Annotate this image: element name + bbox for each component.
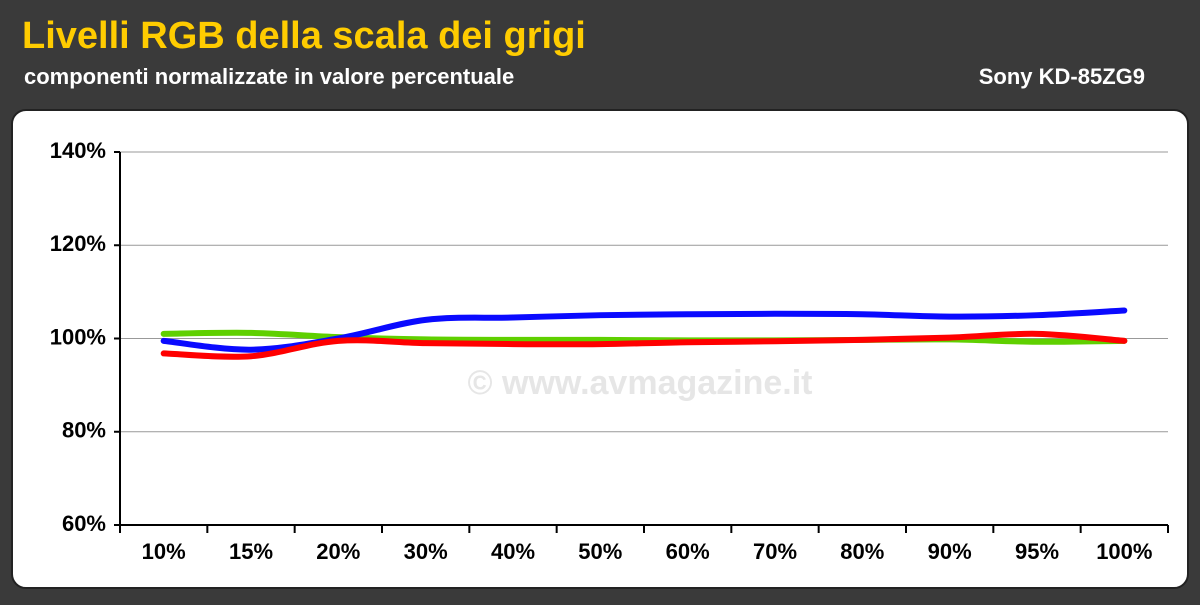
x-tick-label: 100% <box>1096 539 1152 564</box>
x-tick-label: 40% <box>491 539 535 564</box>
y-tick-label: 80% <box>62 418 106 443</box>
x-tick-label: 20% <box>316 539 360 564</box>
x-tick-label: 60% <box>666 539 710 564</box>
x-tick-label: 50% <box>578 539 622 564</box>
series-line <box>160 330 1128 360</box>
y-tick-label: 140% <box>50 138 106 163</box>
plot-panel <box>11 109 1189 589</box>
x-tick-label: 95% <box>1015 539 1059 564</box>
x-tick-label: 15% <box>229 539 273 564</box>
device-label: Sony KD-85ZG9 <box>979 64 1145 89</box>
x-tick-label: 90% <box>928 539 972 564</box>
x-tick-label: 80% <box>840 539 884 564</box>
chart-title: Livelli RGB della scala dei grigi <box>22 15 586 57</box>
x-tick-label: 70% <box>753 539 797 564</box>
chart-subtitle: componenti normalizzate in valore percen… <box>24 64 514 89</box>
y-tick-label: 100% <box>50 324 106 349</box>
x-tick-label: 30% <box>404 539 448 564</box>
watermark: © www.avmagazine.it <box>468 364 813 402</box>
y-tick-label: 60% <box>62 511 106 536</box>
x-tick-label: 10% <box>142 539 186 564</box>
y-tick-label: 120% <box>50 231 106 256</box>
